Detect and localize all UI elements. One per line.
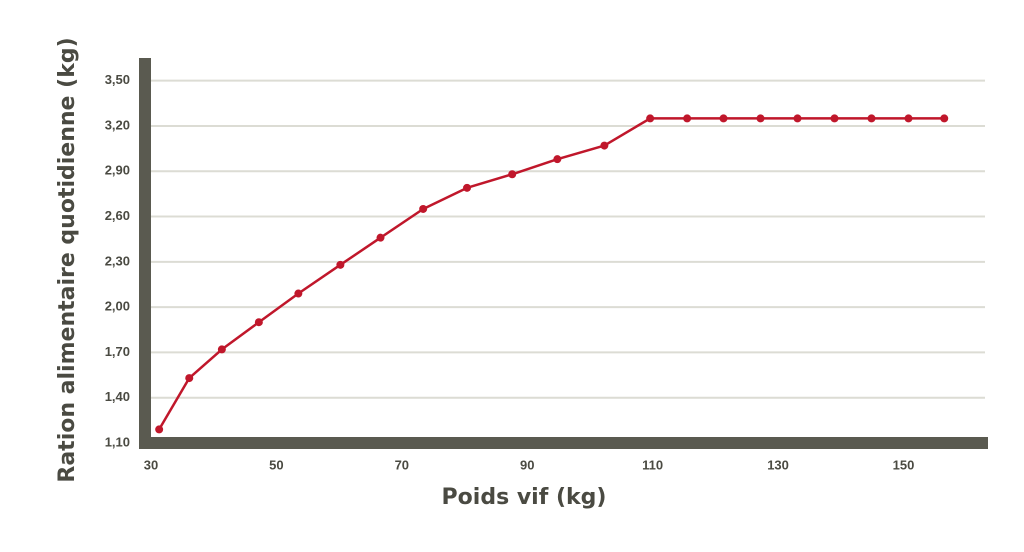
y-tick-label: 2,30 bbox=[105, 253, 130, 268]
x-axis bbox=[139, 437, 988, 449]
data-point bbox=[254, 318, 263, 327]
data-point bbox=[756, 114, 765, 123]
y-tick-label: 3,50 bbox=[105, 72, 130, 87]
data-point bbox=[185, 374, 194, 383]
y-tick-label: 1,10 bbox=[105, 434, 130, 449]
data-point bbox=[294, 289, 303, 298]
data-point bbox=[904, 114, 913, 123]
y-tick-label: 3,20 bbox=[105, 117, 130, 132]
data-point bbox=[646, 114, 655, 123]
data-point bbox=[719, 114, 728, 123]
series-line bbox=[158, 117, 945, 431]
x-axis-title: Poids vif (kg) bbox=[442, 485, 607, 510]
data-point bbox=[508, 170, 517, 179]
y-axis-title: Ration alimentaire quotidienne (kg) bbox=[55, 37, 80, 482]
x-tick-label: 130 bbox=[767, 457, 789, 472]
data-point bbox=[867, 114, 876, 123]
data-point bbox=[940, 114, 949, 123]
x-tick-label: 110 bbox=[642, 457, 663, 472]
y-axis bbox=[139, 58, 151, 449]
data-point bbox=[217, 345, 226, 354]
x-tick-label: 50 bbox=[269, 457, 283, 472]
data-point bbox=[463, 183, 472, 192]
data-point bbox=[600, 141, 609, 150]
x-tick-label: 30 bbox=[144, 457, 158, 472]
data-point bbox=[419, 204, 428, 213]
y-tick-label: 1,70 bbox=[105, 344, 130, 359]
data-point bbox=[683, 114, 692, 123]
data-point bbox=[553, 155, 562, 164]
y-tick-label: 1,40 bbox=[105, 389, 130, 404]
data-point bbox=[155, 425, 164, 434]
y-tick-label: 2,60 bbox=[105, 208, 130, 223]
data-point bbox=[336, 260, 345, 269]
x-tick-label: 70 bbox=[395, 457, 409, 472]
data-point bbox=[830, 114, 839, 123]
data-point bbox=[793, 114, 802, 123]
y-tick-label: 2,90 bbox=[105, 163, 130, 178]
x-tick-label: 90 bbox=[520, 457, 534, 472]
x-tick-label: 150 bbox=[893, 457, 915, 472]
y-tick-label: 2,00 bbox=[105, 299, 130, 314]
data-point bbox=[376, 233, 385, 242]
